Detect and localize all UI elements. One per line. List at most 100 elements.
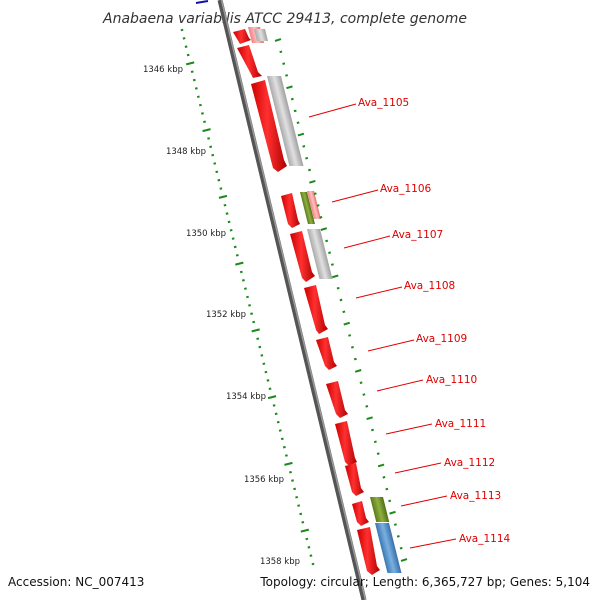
position-mark	[365, 405, 369, 408]
position-mark	[350, 345, 354, 349]
gene-feature[interactable]	[307, 229, 333, 279]
scale-minor-tick	[192, 78, 196, 82]
gene-label-ava-1113[interactable]: Ava_1113	[450, 490, 501, 502]
scale-minor-tick	[272, 404, 276, 407]
position-mark	[296, 121, 300, 125]
position-mark	[362, 393, 366, 396]
cds-feature[interactable]	[251, 80, 287, 172]
scale-minor-tick	[209, 145, 213, 149]
position-mark	[308, 168, 311, 172]
scale-minor-tick	[307, 546, 311, 549]
cds-feature[interactable]	[290, 231, 315, 282]
scale-minor-tick	[297, 504, 301, 507]
scale-minor-tick	[223, 203, 227, 207]
position-mark	[290, 97, 294, 101]
scale-major-tick	[284, 461, 293, 466]
scale-major-tick	[267, 395, 277, 400]
cds-feature[interactable]	[233, 29, 251, 44]
scale-minor-tick	[301, 521, 305, 524]
scale-minor-tick	[250, 312, 254, 315]
scale-minor-tick	[229, 228, 233, 232]
green-feature[interactable]	[300, 192, 315, 224]
gene-label-ava-1112[interactable]: Ava_1112	[444, 457, 495, 469]
position-mark	[343, 321, 351, 326]
position-mark	[330, 263, 334, 266]
scale-minor-tick	[227, 220, 231, 224]
gene-label-ava-1109[interactable]: Ava_1109	[416, 333, 467, 345]
scale-minor-tick	[182, 37, 186, 40]
scale-minor-tick	[225, 212, 229, 215]
position-mark	[399, 546, 403, 550]
map-title: Anabaena variabilis ATCC 29413, complete…	[102, 11, 467, 27]
scale-minor-tick	[282, 445, 286, 449]
genome-backbone-highlight	[220, 0, 367, 600]
scale-minor-tick	[293, 487, 297, 491]
cds-feature[interactable]	[326, 381, 348, 418]
kbp-label-1356: 1356 kbp	[244, 475, 284, 485]
cds-feature[interactable]	[237, 45, 262, 78]
scale-minor-tick	[274, 412, 278, 416]
position-mark	[331, 274, 339, 279]
position-mark	[305, 156, 309, 160]
gene-label-ava-1107[interactable]: Ava_1107	[392, 229, 443, 241]
scale-minor-tick	[203, 120, 206, 124]
scale-minor-tick	[309, 554, 313, 557]
cds-feature[interactable]	[357, 527, 380, 575]
position-mark	[302, 145, 306, 148]
scale-minor-tick	[246, 295, 249, 299]
position-mark	[293, 109, 297, 113]
scale-minor-tick	[235, 254, 239, 257]
position-mark	[274, 38, 282, 42]
gene-label-ava-1111[interactable]: Ava_1111	[435, 418, 486, 430]
gene-label-ava-1108[interactable]: Ava_1108	[404, 280, 455, 292]
scale-minor-tick	[211, 153, 215, 157]
gene-label-ava-1110[interactable]: Ava_1110	[426, 374, 477, 386]
scale-minor-tick	[260, 354, 264, 357]
scale-minor-tick	[186, 53, 190, 57]
position-mark	[328, 251, 332, 255]
kbp-label-1350: 1350 kbp	[186, 229, 226, 239]
position-mark	[393, 523, 397, 526]
scale-minor-tick	[289, 470, 292, 474]
cds-feature[interactable]	[316, 337, 337, 370]
cds-feature[interactable]	[304, 285, 328, 334]
genome-backbone	[217, 0, 367, 600]
scale-minor-tick	[184, 45, 188, 48]
scale-major-tick	[185, 61, 195, 66]
gene-feature[interactable]	[267, 76, 304, 166]
position-mark	[385, 487, 389, 491]
scale-minor-tick	[231, 237, 235, 240]
scale-minor-tick	[284, 454, 288, 457]
gene-feature[interactable]	[254, 29, 268, 41]
topology-info: Topology: circular; Length: 6,365,727 bp…	[260, 575, 590, 589]
scale-minor-tick	[217, 178, 221, 182]
cds-feature[interactable]	[281, 193, 300, 228]
scale-minor-tick	[201, 112, 204, 115]
cds-feature[interactable]	[345, 463, 364, 496]
position-mark	[353, 357, 357, 361]
scale-minor-tick	[280, 437, 284, 441]
cds-feature[interactable]	[352, 501, 369, 526]
position-mark	[373, 440, 377, 444]
cds-track	[233, 29, 380, 575]
scale-minor-tick	[190, 70, 194, 73]
cds-feature[interactable]	[335, 421, 357, 466]
scale-major-tick	[251, 328, 260, 333]
position-mark	[282, 62, 286, 65]
scale-ticks	[180, 28, 315, 566]
scale-minor-tick	[239, 270, 243, 274]
scale-labels: 1346 kbp 1348 kbp 1350 kbp 1352 kbp 1354…	[143, 65, 300, 567]
gene-label-ava-1114[interactable]: Ava_1114	[459, 533, 511, 545]
gene-label-ava-1105[interactable]: Ava_1105	[358, 97, 409, 109]
green-feature[interactable]	[370, 497, 390, 522]
position-mark	[313, 192, 317, 195]
scale-minor-tick	[213, 162, 217, 165]
gene-label-ava-1106[interactable]: Ava_1106	[380, 183, 432, 195]
position-mark	[371, 428, 374, 432]
blue-feature[interactable]	[375, 523, 402, 573]
scale-minor-tick	[305, 537, 309, 541]
position-mark	[388, 499, 392, 503]
scale-minor-tick	[252, 320, 256, 324]
pink-feature[interactable]	[307, 191, 321, 219]
